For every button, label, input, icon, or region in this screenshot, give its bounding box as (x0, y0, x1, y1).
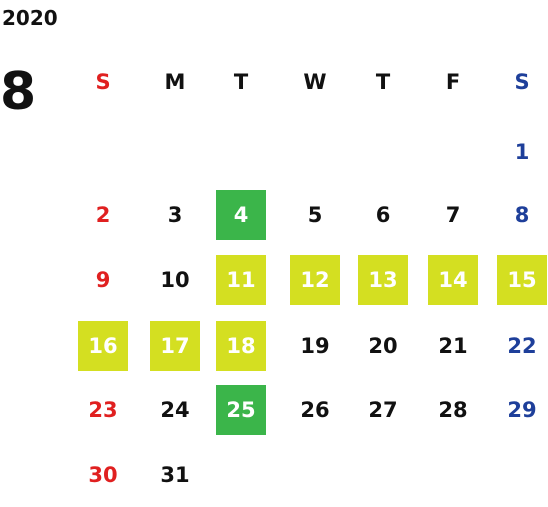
day: 14 (438, 268, 467, 292)
day: 24 (160, 398, 189, 422)
day-highlight (216, 321, 266, 371)
day: 20 (368, 334, 397, 358)
day: 22 (507, 334, 536, 358)
day: 27 (368, 398, 397, 422)
weekday: T (376, 70, 391, 94)
month: 8 (0, 62, 36, 122)
day: 6 (376, 203, 391, 227)
day: 26 (300, 398, 329, 422)
weekday: S (95, 70, 110, 94)
day-highlight (78, 321, 128, 371)
day: 7 (446, 203, 461, 227)
day: 3 (168, 203, 183, 227)
day-highlight (216, 255, 266, 305)
day-highlight (150, 321, 200, 371)
day: 21 (438, 334, 467, 358)
day: 19 (300, 334, 329, 358)
day: 9 (96, 268, 111, 292)
day: 16 (88, 334, 117, 358)
day: 18 (226, 334, 255, 358)
weekday: T (234, 70, 249, 94)
day: 29 (507, 398, 536, 422)
weekday: W (303, 70, 326, 94)
year: 2020 (2, 6, 58, 30)
weekday: M (165, 70, 186, 94)
day: 2 (96, 203, 111, 227)
day: 4 (234, 203, 249, 227)
day: 25 (226, 398, 255, 422)
weekday: F (446, 70, 460, 94)
weekday: S (514, 70, 529, 94)
day: 31 (160, 463, 189, 487)
day: 15 (507, 268, 536, 292)
day-highlight (428, 255, 478, 305)
day: 23 (88, 398, 117, 422)
day: 30 (88, 463, 117, 487)
day: 12 (300, 268, 329, 292)
day: 5 (308, 203, 323, 227)
day-highlight (216, 190, 266, 240)
day: 1 (515, 140, 530, 164)
day: 13 (368, 268, 397, 292)
day: 10 (160, 268, 189, 292)
day: 11 (226, 268, 255, 292)
day-highlight (497, 255, 547, 305)
day: 17 (160, 334, 189, 358)
day-highlight (358, 255, 408, 305)
day: 28 (438, 398, 467, 422)
day-highlight (216, 385, 266, 435)
day-highlight (290, 255, 340, 305)
day: 8 (515, 203, 530, 227)
